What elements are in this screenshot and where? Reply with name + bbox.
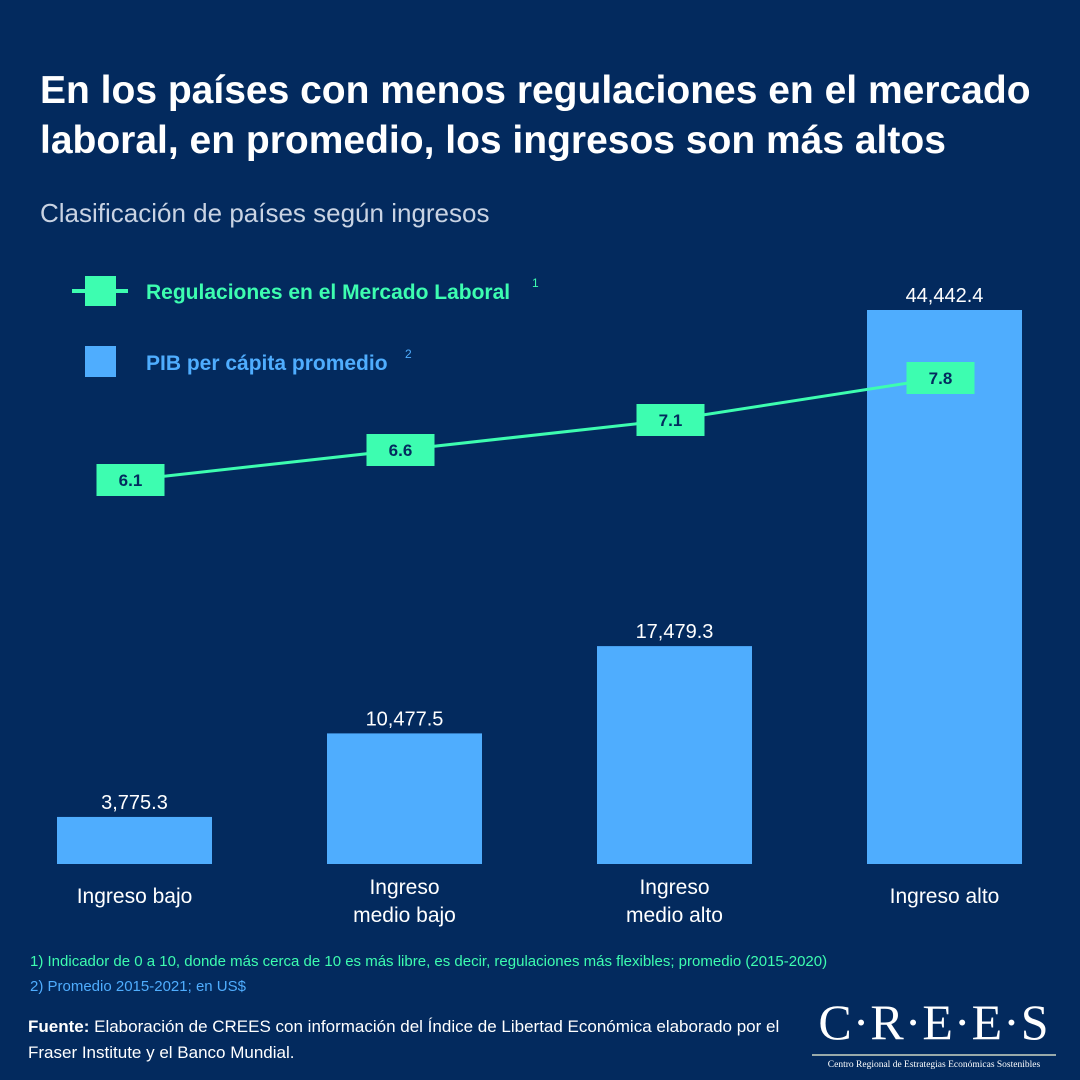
bar-label: 3,775.3 (101, 792, 168, 814)
legend-bar-icon (85, 346, 116, 377)
x-tick-label: medio alto (626, 904, 723, 927)
x-tick-label: Ingreso (639, 876, 709, 899)
line-marker (636, 404, 705, 436)
x-tick-label: Ingreso alto (890, 885, 1000, 908)
x-tick-label: Ingreso bajo (77, 885, 193, 908)
bar-label: 10,477.5 (366, 708, 444, 730)
bar (867, 310, 1022, 864)
legend-bar-label: PIB per cápita promedio (146, 352, 388, 375)
bar (327, 733, 482, 864)
legend-line-sup: 1 (532, 276, 539, 290)
bar-label: 44,442.4 (906, 285, 984, 307)
footnote-1: 1) Indicador de 0 a 10, donde más cerca … (30, 953, 828, 970)
crees-logo: C·R·E·E·S Centro Regional de Estrategias… (812, 996, 1056, 1070)
logo-divider (812, 1054, 1056, 1056)
bar (57, 816, 212, 864)
logo-name: C·R·E·E·S (818, 994, 1050, 1050)
footnote-2: 2) Promedio 2015-2021; en US$ (30, 978, 246, 995)
line-marker (96, 464, 165, 496)
source-text: Elaboración de CREES con información del… (28, 1017, 780, 1062)
x-tick-label: medio bajo (353, 904, 456, 927)
source-note: Fuente: Elaboración de CREES con informa… (28, 1014, 798, 1066)
bar-label: 17,479.3 (636, 621, 714, 643)
line-series (130, 376, 941, 482)
logo-tagline: Centro Regional de Estrategias Económica… (827, 1060, 1041, 1070)
bar (597, 646, 752, 864)
line-label: 6.6 (389, 441, 413, 460)
legend-line-marker-icon (85, 276, 116, 306)
x-tick-label: Ingreso (369, 876, 439, 899)
chart-title: En los países con menos regulaciones en … (40, 69, 1031, 162)
legend-line-label: Regulaciones en el Mercado Laboral (146, 281, 510, 304)
line-label: 7.1 (659, 411, 683, 430)
legend-bar-sup: 2 (405, 347, 412, 361)
line-marker (906, 362, 975, 394)
line-label: 7.8 (929, 369, 953, 388)
chart-subtitle: Clasificación de países según ingresos (40, 198, 490, 228)
source-label: Fuente: (28, 1017, 90, 1036)
line-marker (366, 434, 435, 466)
line-label: 6.1 (119, 471, 143, 490)
